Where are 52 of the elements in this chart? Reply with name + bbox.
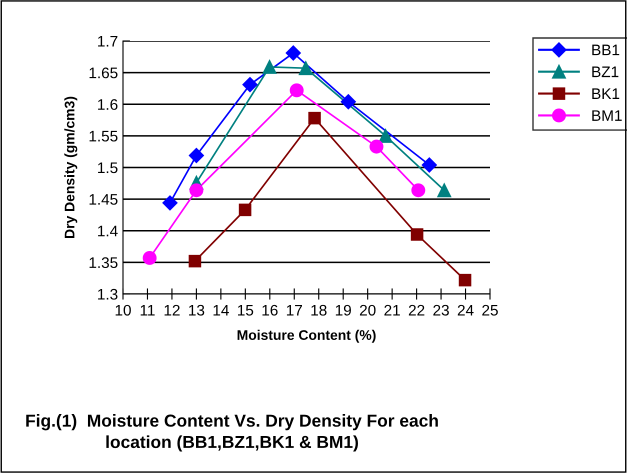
point (422, 157, 437, 173)
x-tick-label: 22 (408, 304, 424, 316)
x-tick-label: 23 (433, 304, 449, 316)
x-tick-label: 15 (238, 304, 254, 316)
y-tick-label: 1.65 (90, 67, 118, 78)
point (262, 60, 276, 74)
x-tick-label: 16 (262, 304, 278, 316)
x-tick-label: 18 (311, 304, 327, 316)
y-axis-title: Dry Density (gm/cm3) (64, 96, 78, 238)
x-tick-label: 21 (384, 304, 400, 316)
x-tick-label: 10 (116, 304, 131, 316)
x-tick-label: 13 (189, 304, 204, 316)
y-tick-label: 1.7 (98, 36, 118, 47)
legend-label: BM1 (592, 110, 622, 121)
point (340, 94, 356, 110)
x-tick-label: 17 (286, 304, 302, 316)
point (411, 183, 426, 198)
x-tick-label: 24 (458, 304, 474, 316)
y-tick-label: 1.4 (98, 226, 118, 236)
legend-label: BZ1 (592, 66, 618, 78)
x-tick-label: 11 (140, 304, 155, 316)
y-tick-label: 1.45 (90, 194, 118, 205)
y-tick-label: 1.5 (98, 162, 118, 174)
x-tick-label: 19 (336, 304, 351, 316)
x-tick-label: 25 (482, 304, 498, 316)
legend-label: BK1 (592, 88, 620, 99)
point (308, 112, 321, 124)
point (238, 204, 252, 216)
y-tick-label: 1.6 (98, 99, 118, 110)
y-tick-label: 1.55 (90, 130, 118, 142)
x-tick-label: 12 (164, 304, 180, 316)
point (458, 274, 472, 286)
x-axis-title: Moisture Content (%) (238, 330, 376, 343)
point (188, 254, 202, 268)
point (370, 140, 384, 154)
point (437, 183, 452, 198)
point (378, 128, 392, 143)
point (410, 228, 424, 241)
point (188, 148, 204, 164)
x-tick-label: 20 (360, 304, 376, 316)
text: Fig.(1) Moisture Content Vs. Dry Density For each location (BB1,BZ1,BK1 & BM1) (26, 414, 438, 452)
x-tick-label: 14 (214, 304, 229, 316)
point (162, 195, 178, 210)
point (298, 61, 313, 76)
y-tick-label: 1.3 (98, 288, 118, 300)
point (286, 45, 301, 61)
point (189, 183, 204, 198)
y-tick-label: 1.35 (90, 257, 118, 268)
point (242, 77, 258, 92)
legend-label: BB1 (592, 44, 620, 56)
point (142, 251, 157, 265)
point (290, 83, 304, 98)
